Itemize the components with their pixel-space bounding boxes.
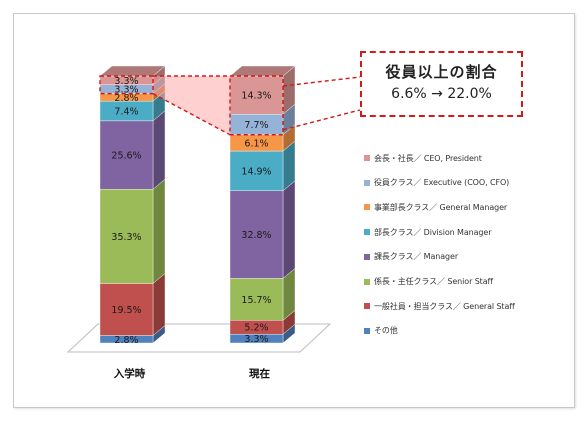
bar-side [282, 180, 296, 279]
bar-stack-0: 2.8%19.5%35.3%25.6%7.4%2.8%3.3%3.3% [99, 65, 166, 346]
data-label: 2.8% [114, 335, 138, 346]
bar-segment [229, 267, 296, 321]
callout-connector [282, 76, 361, 87]
legend-swatch [364, 253, 370, 260]
callout-text: 6.6% → 22.0% [391, 86, 492, 102]
legend-swatch [364, 179, 370, 186]
highlight-wedge [153, 76, 230, 135]
bar-side [152, 110, 166, 190]
legend-item: 部長クラス／ Division Manager [364, 225, 491, 239]
data-label: 7.7% [244, 120, 268, 131]
legend-label: 一般社員・担当クラス／ General Staff [374, 301, 515, 311]
callout-box: 役員以上の割合 6.6% → 22.0% [360, 51, 523, 117]
bar-segment [99, 178, 166, 284]
legend-item: 課長クラス／ Manager [364, 250, 458, 264]
data-label: 3.3% [244, 334, 268, 345]
legend-item: 会長・社長／ CEO, President [364, 151, 482, 165]
legend-item: 一般社員・担当クラス／ General Staff [364, 299, 515, 313]
bar-segment [229, 140, 296, 192]
data-label: 14.3% [241, 91, 271, 102]
legend-swatch [364, 155, 370, 161]
bar-front [99, 189, 154, 284]
data-label: 35.3% [111, 232, 141, 243]
bar-front [229, 190, 284, 279]
category-label: 現在 [249, 367, 270, 380]
data-label: 7.4% [114, 106, 138, 117]
data-label: 3.3% [114, 85, 138, 96]
legend-swatch [364, 204, 370, 211]
data-label: 5.2% [244, 323, 268, 334]
data-label: 6.1% [244, 138, 268, 149]
legend-item: 係長・主任クラス／ Senior Staff [364, 275, 493, 289]
bar-side [152, 273, 166, 336]
bar-side [152, 178, 166, 284]
bar-segment [99, 273, 166, 336]
highlight-line [152, 93, 231, 136]
data-label: 25.6% [111, 151, 141, 162]
bar-segment [99, 110, 166, 190]
bar-segment [229, 180, 296, 279]
legend-swatch [364, 229, 370, 236]
data-label: 3.3% [114, 76, 138, 87]
legend-swatch [364, 303, 370, 310]
data-label: 32.8% [241, 230, 271, 241]
legend-swatch [364, 327, 370, 334]
legend-label: 部長クラス／ Division Manager [374, 227, 492, 237]
callout-title: 役員以上の割合 [385, 63, 498, 81]
data-label: 2.8% [114, 93, 138, 104]
legend-label: 役員クラス／ Executive (COO, CFO) [374, 178, 510, 188]
data-label: 14.9% [241, 166, 271, 177]
legend-label: 係長・主任クラス／ Senior Staff [374, 277, 493, 286]
category-label: 入学時 [114, 367, 146, 380]
legend-label: その他 [374, 326, 398, 336]
legend-swatch [364, 278, 370, 285]
bar-front [99, 120, 154, 190]
legend-label: 会長・社長／ CEO, President [374, 153, 482, 163]
legend-item: その他 [364, 324, 398, 338]
legend-item: 事業部長クラス／ General Manager [364, 200, 507, 214]
bar-stack-1: 3.3%5.2% 15.7% 32.8% 14.9% 6.1% 7.7% 14.3% [229, 65, 296, 345]
callout-connector [282, 109, 361, 131]
data-label: 19.5% [111, 305, 141, 316]
bar-front [229, 150, 284, 192]
legend-label: 事業部長クラス／ General Manager [374, 202, 508, 212]
bar-front [229, 278, 284, 321]
legend-label: 課長クラス／ Manager [374, 252, 459, 262]
data-label: 15.7% [241, 295, 271, 306]
legend-item: 役員クラス／ Executive (COO, CFO) [364, 176, 509, 190]
